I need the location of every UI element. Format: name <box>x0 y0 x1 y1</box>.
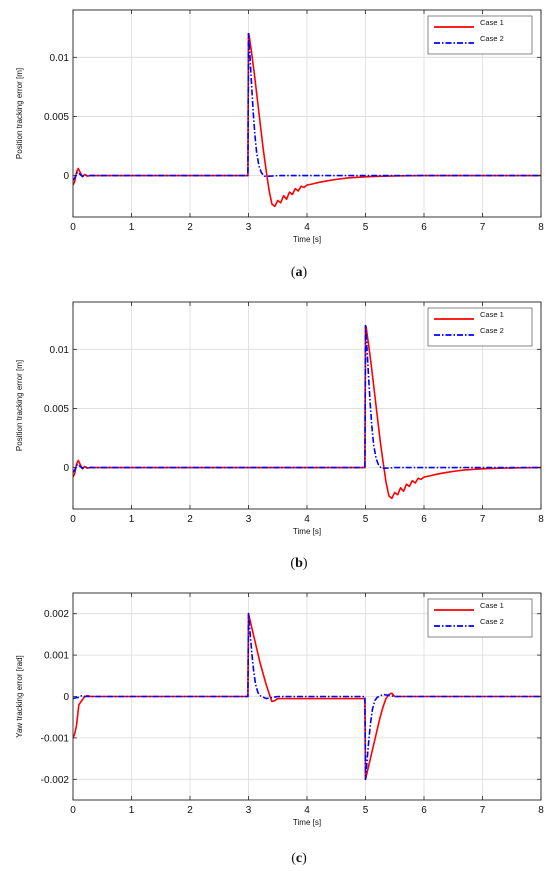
legend-label-2: Case 2 <box>480 326 504 335</box>
x-tick-label: 6 <box>421 805 427 816</box>
legend-box <box>427 307 533 347</box>
y-tick-label: 0.005 <box>44 112 69 123</box>
panel-caption: (c) <box>291 851 307 866</box>
legend: Case 1 Case 2 <box>427 307 533 347</box>
y-axis-label: Position tracking error [m] <box>15 68 24 159</box>
x-tick-label: 1 <box>129 805 135 816</box>
y-tick-label: 0 <box>63 463 69 474</box>
y-tick-label: 0.005 <box>44 404 69 415</box>
x-tick-label: 0 <box>70 805 76 816</box>
x-tick-label: 7 <box>480 222 486 233</box>
x-tick-label: 0 <box>70 514 76 525</box>
x-tick-label: 8 <box>538 805 544 816</box>
y-tick-label: 0.01 <box>50 345 70 356</box>
chart-panel-b: 0 1 2 3 4 5 6 7 8 0 0.005 0.01 Time [s] Position trac… <box>15 301 544 571</box>
x-axis-label: Time [s] <box>293 235 321 244</box>
x-tick-label: 4 <box>304 805 310 816</box>
x-tick-label: 0 <box>70 222 76 233</box>
y-tick-label: 0.001 <box>44 651 69 662</box>
chart-panel-a: 0 1 2 3 4 5 6 7 8 0 0.005 0.01 Time [s] Position trac… <box>15 9 544 280</box>
x-axis-label: Time [s] <box>293 527 321 536</box>
y-axis-label: Yaw tracking error [rad] <box>15 655 24 738</box>
y-tick-label: -0.001 <box>41 733 70 744</box>
legend-label-1: Case 1 <box>480 18 504 27</box>
x-tick-label: 7 <box>480 805 486 816</box>
y-tick-label: 0.002 <box>44 609 69 620</box>
x-tick-label: 3 <box>246 222 252 233</box>
y-tick-label: -0.002 <box>41 775 70 786</box>
x-tick-label: 7 <box>480 514 486 525</box>
legend-label-2: Case 2 <box>480 34 504 43</box>
legend: Case 1 Case 2 <box>427 15 533 55</box>
x-tick-label: 6 <box>421 222 427 233</box>
x-tick-label: 3 <box>246 514 252 525</box>
legend-label-2: Case 2 <box>480 617 504 626</box>
x-tick-label: 6 <box>421 514 427 525</box>
x-axis-label: Time [s] <box>293 818 321 827</box>
x-tick-label: 8 <box>538 222 544 233</box>
x-tick-label: 3 <box>246 805 252 816</box>
legend-label-1: Case 1 <box>480 601 504 610</box>
y-tick-label: 0 <box>63 171 69 182</box>
x-tick-label: 1 <box>129 222 135 233</box>
x-tick-label: 4 <box>304 514 310 525</box>
x-tick-label: 8 <box>538 514 544 525</box>
series-line-2 <box>73 612 541 781</box>
y-axis-label: Position tracking error [m] <box>15 360 24 451</box>
series-line-2 <box>73 324 541 473</box>
panel-caption: (b) <box>290 556 307 571</box>
x-tick-label: 2 <box>187 514 193 525</box>
y-tick-label: 0 <box>63 692 69 703</box>
x-tick-label: 1 <box>129 514 135 525</box>
panel-caption: (a) <box>291 265 308 280</box>
x-tick-label: 5 <box>363 222 369 233</box>
series-line-2 <box>73 32 541 181</box>
chart-panel-c: 0 1 2 3 4 5 6 7 8 -0.002 -0.001 0 0.001 0.002 Time [s]… <box>15 592 544 866</box>
legend-box <box>427 15 533 55</box>
x-tick-label: 2 <box>187 805 193 816</box>
legend-box <box>427 598 533 638</box>
y-tick-label: 0.01 <box>50 53 70 64</box>
legend: Case 1 Case 2 <box>427 598 533 638</box>
legend-label-1: Case 1 <box>480 310 504 319</box>
x-tick-label: 2 <box>187 222 193 233</box>
x-tick-label: 5 <box>363 514 369 525</box>
x-tick-label: 5 <box>363 805 369 816</box>
x-tick-label: 4 <box>304 222 310 233</box>
